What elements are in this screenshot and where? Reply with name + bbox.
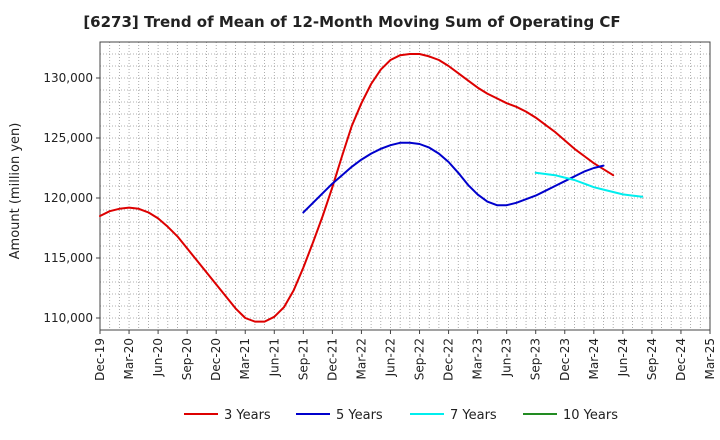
x-tick-label: Jun-21	[267, 338, 281, 377]
chart-title: [6273] Trend of Mean of 12-Month Moving …	[83, 13, 620, 31]
series-group	[99, 53, 644, 323]
plot-area-frame	[99, 41, 711, 331]
y-axis: 110,000 115,000 120,000 125,000 130,000	[43, 71, 100, 325]
x-tick-label: Dec-22	[442, 338, 456, 381]
legend-label-7-years: 7 Years	[450, 408, 497, 423]
series-line-5-years	[302, 141, 605, 214]
grid	[100, 41, 710, 330]
x-tick-label: Mar-21	[238, 338, 252, 379]
y-tick-label: 125,000	[43, 131, 93, 145]
x-tick-label: Jun-23	[500, 338, 514, 377]
x-axis: Dec-19 Mar-20 Jun-20 Sep-20 Dec-20 Mar-21 Jun-…	[93, 330, 717, 381]
legend-label-5-years: 5 Years	[336, 408, 383, 423]
x-tick-label: Sep-23	[529, 338, 543, 380]
x-tick-label: Dec-21	[325, 338, 339, 381]
x-tick-label: Jun-22	[383, 338, 397, 377]
legend-label-3-years: 3 Years	[224, 408, 271, 423]
x-tick-label: Sep-24	[645, 338, 659, 380]
x-tick-label: Sep-22	[413, 338, 427, 380]
x-tick-label: Dec-20	[209, 338, 223, 381]
legend: 3 Years 5 Years 7 Years 10 Years	[184, 408, 618, 423]
x-tick-label: Jun-24	[616, 338, 630, 377]
x-tick-label: Dec-19	[93, 338, 107, 381]
y-axis-label: Amount (million yen)	[8, 123, 23, 260]
x-tick-label: Mar-25	[703, 338, 717, 379]
x-tick-label: Dec-23	[558, 338, 572, 381]
x-tick-label: Mar-23	[471, 338, 485, 379]
x-tick-label: Jun-20	[151, 338, 165, 377]
y-tick-label: 115,000	[43, 251, 93, 265]
series-line-7-years	[534, 171, 644, 198]
series-line-3-years	[99, 53, 615, 323]
x-tick-label: Sep-21	[296, 338, 310, 380]
y-tick-label: 110,000	[43, 311, 93, 325]
x-tick-label: Mar-22	[354, 338, 368, 379]
x-tick-label: Mar-24	[587, 338, 601, 379]
legend-label-10-years: 10 Years	[563, 408, 618, 423]
y-tick-label: 120,000	[43, 191, 93, 205]
x-tick-label: Mar-20	[122, 338, 136, 379]
x-tick-label: Sep-20	[180, 338, 194, 380]
y-tick-label: 130,000	[43, 71, 93, 85]
x-tick-label: Dec-24	[674, 338, 688, 381]
